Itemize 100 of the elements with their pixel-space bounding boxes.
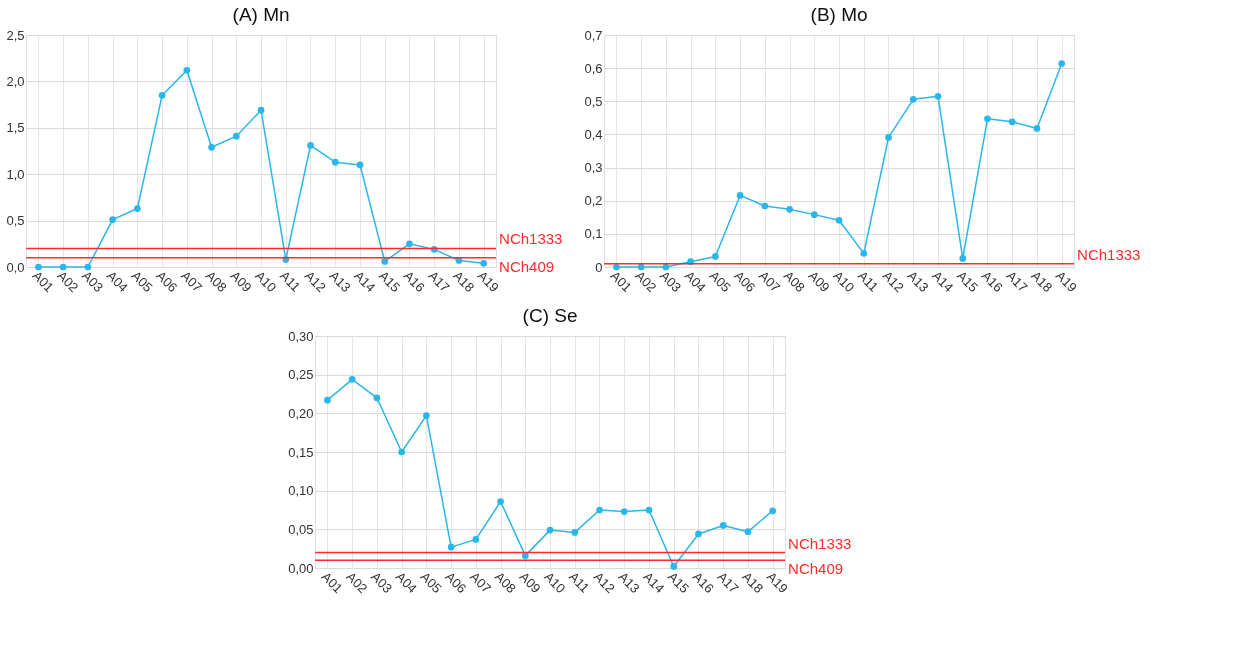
- point: [35, 263, 42, 271]
- point: [860, 250, 868, 257]
- x-tick-label: A18: [739, 569, 767, 597]
- y-tick-label: 0,15: [288, 444, 314, 460]
- point: [183, 66, 191, 74]
- point: [134, 205, 141, 212]
- y-tick-label: 0,00: [288, 560, 314, 576]
- x-tick-label: A18: [450, 268, 478, 296]
- x-tick-label: A13: [904, 268, 932, 296]
- y-tick-label: 0,05: [288, 521, 314, 537]
- point: [480, 259, 488, 267]
- point: [232, 132, 240, 140]
- x-tick-label: A19: [1053, 268, 1080, 296]
- y-tick-label: 0,0: [6, 259, 25, 275]
- point: [761, 202, 769, 210]
- point: [1008, 118, 1016, 126]
- x-tick-label: A01: [607, 268, 635, 296]
- point: [158, 91, 166, 99]
- point: [959, 255, 967, 262]
- point: [373, 394, 381, 402]
- ref-line-label: NCh1333: [499, 230, 563, 248]
- point: [546, 526, 554, 534]
- x-tick-label: A06: [153, 268, 181, 296]
- point: [348, 375, 356, 383]
- y-tick-label: 0,4: [584, 126, 603, 142]
- y-tick-label: 0,6: [584, 60, 603, 76]
- point: [84, 263, 92, 271]
- chart-title: (B) Mo: [810, 4, 868, 25]
- point: [356, 161, 364, 169]
- y-tick-label: 0,3: [584, 160, 603, 176]
- point: [810, 211, 818, 218]
- point: [324, 396, 331, 404]
- point: [455, 257, 463, 264]
- ref-line-label: NCh409: [788, 560, 844, 578]
- point: [637, 263, 645, 271]
- x-tick-label: A13: [326, 268, 354, 296]
- x-tick-label: A17: [1003, 268, 1031, 296]
- x-tick-label: A05: [128, 268, 156, 296]
- x-tick-label: A14: [351, 268, 379, 296]
- point: [984, 115, 991, 123]
- point: [331, 158, 339, 166]
- point: [613, 263, 620, 271]
- x-tick-label: A06: [442, 569, 470, 597]
- x-tick-label: A11: [566, 569, 593, 596]
- point: [719, 522, 727, 529]
- point: [257, 106, 265, 114]
- x-tick-label: A13: [615, 569, 643, 597]
- x-tick-label: A05: [417, 569, 445, 597]
- point: [695, 530, 702, 538]
- point: [712, 253, 719, 260]
- point: [909, 95, 917, 103]
- point: [571, 529, 579, 536]
- point: [406, 240, 413, 248]
- ref-line-label: NCh409: [499, 257, 555, 275]
- y-tick-label: 0: [595, 259, 603, 275]
- x-tick-label: A18: [1028, 268, 1056, 296]
- point: [744, 528, 752, 535]
- y-tick-label: 0,20: [288, 405, 314, 421]
- point: [786, 205, 793, 213]
- x-tick-label: A14: [929, 268, 957, 296]
- point: [736, 192, 744, 199]
- point: [596, 506, 603, 514]
- point: [769, 507, 777, 515]
- y-tick-label: 2,5: [6, 27, 25, 43]
- point: [497, 498, 504, 505]
- x-tick-label: A02: [54, 268, 82, 296]
- point: [835, 216, 843, 224]
- x-tick-label: A09: [516, 569, 544, 597]
- x-tick-label: A09: [805, 268, 833, 296]
- y-tick-label: 0,7: [584, 27, 603, 43]
- point: [447, 543, 455, 551]
- y-tick-label: 0,5: [584, 93, 603, 109]
- point: [208, 143, 215, 151]
- y-tick-label: 0,25: [288, 367, 314, 383]
- point: [109, 216, 116, 224]
- point: [670, 563, 678, 570]
- point: [1033, 125, 1041, 132]
- x-tick-label: A17: [714, 569, 742, 597]
- x-tick-label: A01: [29, 268, 57, 296]
- ref-line-label: NCh1333: [788, 534, 852, 552]
- x-tick-label: A02: [632, 268, 660, 296]
- y-tick-label: 0,10: [288, 483, 314, 499]
- chart-title: (C) Se: [522, 305, 578, 326]
- ref-line-label: NCh1333: [1077, 245, 1141, 263]
- point: [620, 508, 628, 515]
- x-tick-label: A02: [343, 569, 371, 597]
- y-tick-label: 1,5: [6, 120, 25, 136]
- y-tick-label: 0,2: [584, 193, 603, 209]
- point: [381, 258, 389, 265]
- x-tick-label: A10: [252, 268, 280, 296]
- x-tick-label: A12: [879, 268, 907, 296]
- point: [885, 134, 892, 141]
- x-tick-label: A11: [855, 268, 882, 295]
- x-tick-label: A12: [301, 268, 329, 296]
- point: [934, 92, 942, 100]
- y-tick-label: 0,1: [584, 226, 603, 242]
- y-tick-label: 0,5: [6, 213, 25, 229]
- x-tick-label: A09: [227, 268, 255, 296]
- x-tick-label: A14: [640, 569, 668, 597]
- x-tick-label: A10: [830, 268, 858, 296]
